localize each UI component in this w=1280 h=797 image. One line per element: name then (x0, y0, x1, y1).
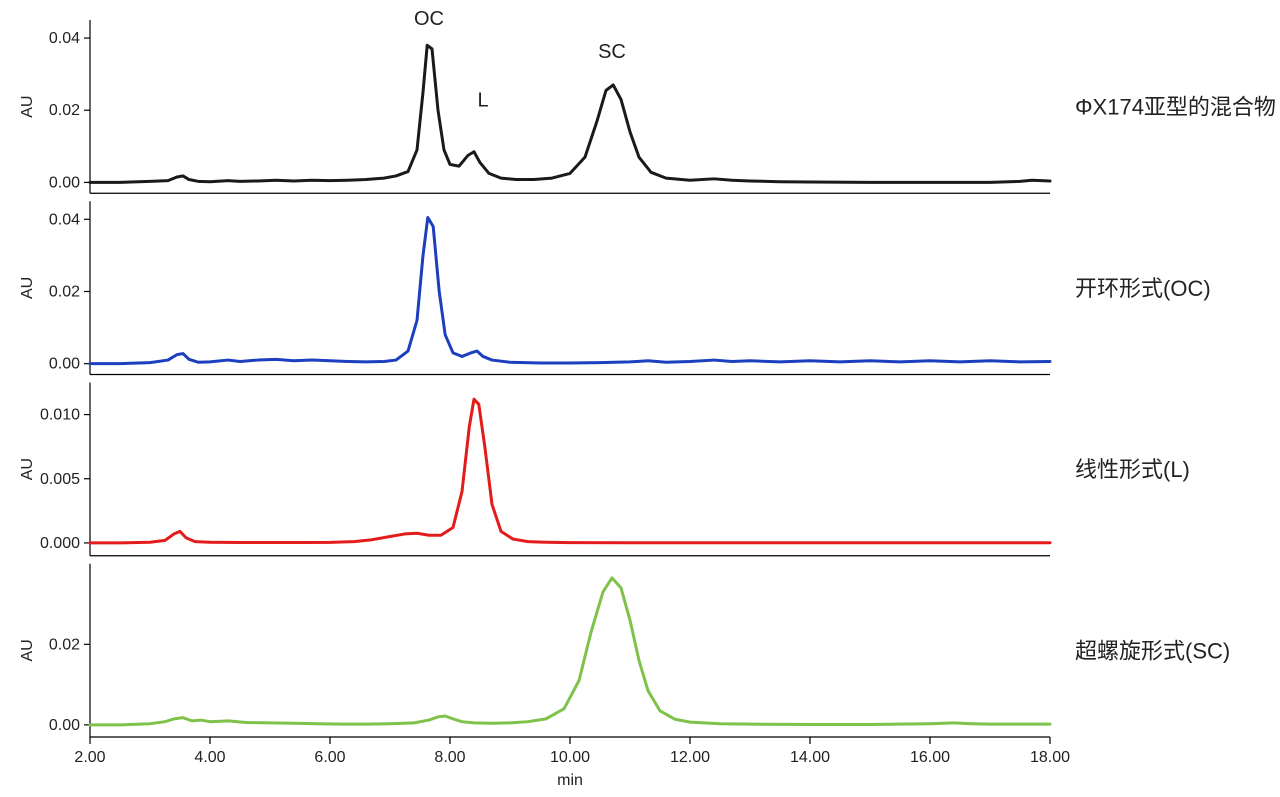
y-axis-label: AU (19, 96, 36, 118)
peak-label: OC (414, 8, 444, 30)
ytick-label: 0.00 (49, 174, 80, 191)
xtick-label: 6.00 (314, 749, 345, 766)
peak-label: SC (598, 41, 626, 63)
xtick-label: 16.00 (910, 749, 950, 766)
xtick-label: 2.00 (74, 749, 105, 766)
ytick-label: 0.00 (49, 717, 80, 734)
y-axis-label: AU (19, 639, 36, 661)
panel-label: 超螺旋形式(SC) (1075, 638, 1230, 663)
y-axis-label: AU (19, 458, 36, 480)
ytick-label: 0.005 (40, 471, 80, 488)
xtick-label: 14.00 (790, 749, 830, 766)
xtick-label: 10.00 (550, 749, 590, 766)
xtick-label: 12.00 (670, 749, 710, 766)
chromatogram-figure: 0.00 0.02 0.04 AU OC L SC ΦX174亚型的混合物 0.00 0.02 0.… (0, 0, 1280, 797)
ytick-label: 0.000 (40, 535, 80, 552)
panel-label: 线性形式(L) (1075, 457, 1190, 482)
xtick-label: 4.00 (194, 749, 225, 766)
ytick-label: 0.010 (40, 407, 80, 424)
ytick-label: 0.02 (49, 283, 80, 300)
xtick-label: 8.00 (434, 749, 465, 766)
x-axis-label: min (557, 772, 583, 789)
ytick-label: 0.02 (49, 102, 80, 119)
panel-label: ΦX174亚型的混合物 (1075, 95, 1276, 120)
ytick-label: 0.04 (49, 211, 80, 228)
ytick-label: 0.02 (49, 636, 80, 653)
ytick-label: 0.04 (49, 30, 80, 47)
ytick-label: 0.00 (49, 356, 80, 373)
panel-label: 开环形式(OC) (1075, 276, 1211, 301)
peak-label: L (477, 90, 488, 112)
chromatogram-svg: 0.00 0.02 0.04 AU OC L SC ΦX174亚型的混合物 0.00 0.02 0.… (0, 0, 1280, 797)
xtick-label: 18.00 (1030, 749, 1070, 766)
y-axis-label: AU (19, 277, 36, 299)
